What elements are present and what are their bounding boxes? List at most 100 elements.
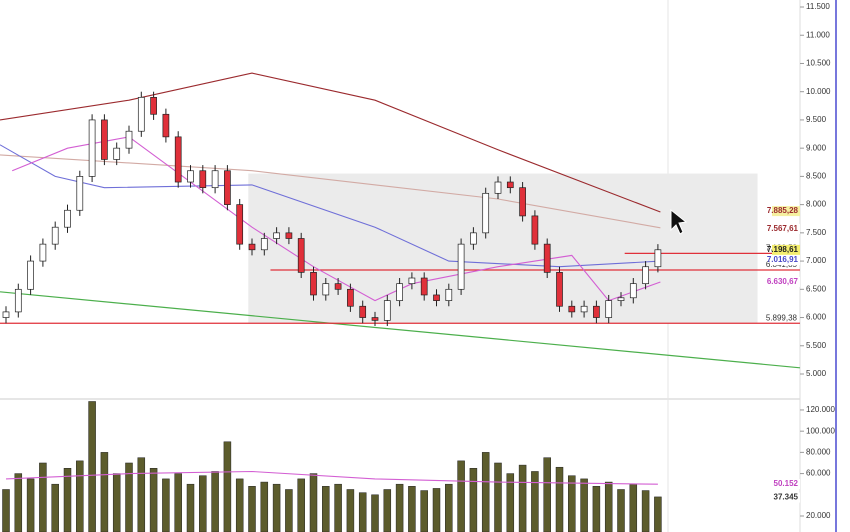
volume-bar <box>518 464 527 532</box>
volume-bar <box>88 401 96 532</box>
volume-bar <box>531 471 539 532</box>
volume-bar <box>297 478 305 532</box>
plot: 5.000 5.500 6.000 6.500 7.000 7.500 8.000 8.500… <box>0 2 835 532</box>
candle-body <box>51 226 59 245</box>
candle-body <box>371 317 379 321</box>
y-tick-label: 5.500 <box>806 341 827 350</box>
value-marker: 7.016,91 <box>767 255 799 264</box>
volume-tick-label: 100.000 <box>806 426 835 435</box>
volume-tick-label: 60.000 <box>806 469 831 478</box>
volume-bar <box>432 488 441 532</box>
candle-body <box>260 238 268 251</box>
candle-body <box>383 300 391 321</box>
candle-body <box>27 260 34 290</box>
y-tick-label: 9.500 <box>806 115 827 124</box>
candle-body <box>248 243 256 251</box>
candle-body <box>285 232 293 239</box>
value-marker-bg <box>772 479 800 490</box>
candle-body <box>322 283 330 296</box>
volume-bar <box>604 481 613 532</box>
candle-body <box>150 96 157 115</box>
volume-bar <box>494 462 502 532</box>
volume-bar <box>100 452 109 532</box>
volume-bar <box>174 473 182 532</box>
candle-body <box>543 243 551 273</box>
volume-bar <box>309 473 318 532</box>
candle-body <box>224 170 231 205</box>
volume-bar <box>223 441 232 532</box>
volume-bar <box>137 457 146 532</box>
volume-bar <box>39 462 47 532</box>
value-marker-bg <box>772 206 800 217</box>
y-tick-label: 9.000 <box>806 143 827 152</box>
volume-bar <box>211 471 219 532</box>
candle-body <box>101 119 108 160</box>
volume-bar <box>383 489 392 532</box>
candle-body <box>39 243 47 262</box>
y-tick-label: 10.500 <box>806 59 831 68</box>
y-tick-label: 5.000 <box>806 369 827 378</box>
candle-body <box>76 176 84 211</box>
trendline <box>0 291 801 369</box>
volume-bar <box>186 483 195 532</box>
volume-tick-label: 80.000 <box>806 447 831 456</box>
candle-body <box>408 277 416 285</box>
moving-average <box>0 154 661 229</box>
candle-body <box>236 204 244 245</box>
y-tick-label: 7.500 <box>806 228 827 237</box>
candle-body <box>531 215 539 245</box>
candle-body <box>211 170 219 189</box>
moving-average <box>0 144 661 268</box>
volume-bar <box>543 457 551 532</box>
volume-bar <box>334 483 342 532</box>
volume-bar <box>555 466 564 532</box>
value-marker: 50.152 <box>774 479 799 488</box>
candle-body <box>494 181 502 194</box>
candle-body <box>654 249 662 268</box>
candle-body <box>556 272 563 307</box>
y-tick-label: 11.500 <box>806 2 830 11</box>
candle-body <box>334 283 342 290</box>
candle-body <box>273 232 280 239</box>
candle-body <box>359 305 367 318</box>
value-marker-bg <box>772 255 800 266</box>
candle-body <box>433 294 440 301</box>
volume-bar <box>51 483 59 532</box>
candle-body <box>568 305 576 313</box>
value-marker-bg <box>772 276 800 287</box>
value-marker: 7.885,28 <box>767 206 799 215</box>
candle-body <box>2 311 10 318</box>
volume-bar <box>629 483 638 532</box>
volume-bar <box>654 496 662 532</box>
volume-bar <box>272 483 281 532</box>
candle-body <box>88 119 96 177</box>
volume-bar <box>76 460 84 532</box>
level-label: 5.899,38 <box>766 313 798 322</box>
candle-body <box>457 243 465 290</box>
value-marker-bg <box>772 492 800 503</box>
candle-body <box>396 283 403 301</box>
range-zone <box>248 173 758 324</box>
y-tick-label: 6.000 <box>806 313 827 322</box>
candle-body <box>593 305 600 318</box>
y-tick-label: 10.000 <box>806 87 831 96</box>
candle-body <box>297 238 305 273</box>
volume-bar <box>2 489 10 532</box>
value-marker-bg <box>772 224 800 235</box>
volume-bar <box>162 478 170 532</box>
y-tick-label: 8.000 <box>806 200 827 209</box>
volume-bar <box>420 490 428 532</box>
candle-body <box>629 283 637 299</box>
volume-bar <box>26 478 35 532</box>
candle-body <box>125 130 133 149</box>
volume-bar <box>580 478 588 532</box>
value-marker: 7.198,61 <box>767 245 799 254</box>
volume-bar <box>457 460 465 532</box>
volume-tick-label: 120.000 <box>806 405 835 414</box>
moving-average <box>11 136 661 302</box>
candle-body <box>482 192 490 234</box>
value-marker: 7.567,61 <box>767 224 799 233</box>
candle-body <box>580 305 588 313</box>
candle-body <box>64 209 71 228</box>
